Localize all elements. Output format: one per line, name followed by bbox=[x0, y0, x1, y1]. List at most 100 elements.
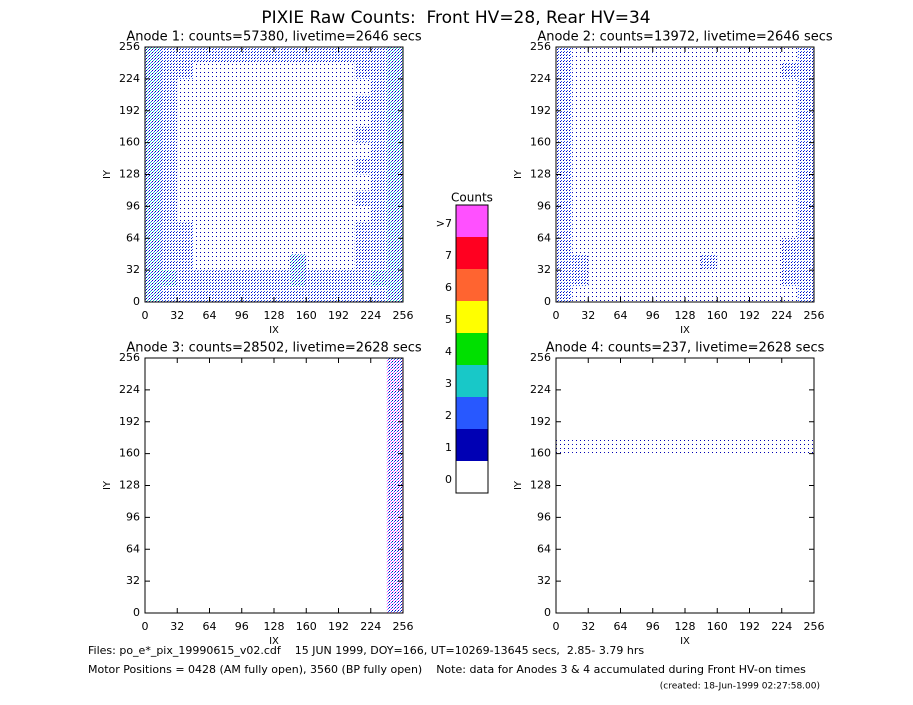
count-cell bbox=[241, 158, 258, 175]
count-cell bbox=[338, 270, 355, 287]
count-cell bbox=[556, 206, 573, 223]
count-cell bbox=[257, 62, 274, 79]
count-cell bbox=[177, 549, 194, 566]
count-cell bbox=[572, 174, 589, 191]
count-cell bbox=[556, 469, 573, 486]
count-cell bbox=[781, 517, 798, 534]
count-cell bbox=[386, 110, 403, 127]
count-cell bbox=[193, 110, 210, 127]
count-cell bbox=[290, 581, 307, 598]
count-cell bbox=[225, 238, 242, 255]
count-cell bbox=[588, 565, 605, 582]
count-cell bbox=[556, 78, 573, 95]
count-cell bbox=[241, 597, 258, 613]
x-axis-label: IX bbox=[269, 325, 279, 336]
count-cell bbox=[193, 565, 210, 582]
count-cell bbox=[701, 206, 718, 223]
count-cell bbox=[209, 62, 226, 79]
count-cell bbox=[636, 142, 653, 159]
count-cell bbox=[274, 453, 291, 470]
count-cell bbox=[797, 469, 814, 486]
count-cell bbox=[225, 158, 242, 175]
count-cell bbox=[588, 581, 605, 598]
count-cell bbox=[209, 94, 226, 111]
count-cell bbox=[354, 389, 371, 406]
count-cell bbox=[370, 373, 387, 390]
count-cell bbox=[322, 62, 339, 79]
count-cell bbox=[797, 533, 814, 550]
count-cell bbox=[306, 238, 323, 255]
count-cell bbox=[177, 94, 194, 111]
count-cell bbox=[241, 469, 258, 486]
count-cell bbox=[652, 501, 669, 518]
count-cell bbox=[733, 94, 750, 111]
count-cell bbox=[145, 597, 162, 613]
count-cell bbox=[636, 206, 653, 223]
count-cell bbox=[797, 94, 814, 111]
count-cell bbox=[652, 270, 669, 287]
count-cell bbox=[572, 517, 589, 534]
count-cell bbox=[274, 581, 291, 598]
count-cell bbox=[797, 190, 814, 207]
count-cell bbox=[588, 421, 605, 438]
count-cell bbox=[257, 358, 274, 374]
count-cell bbox=[370, 238, 387, 255]
y-tick-label: 192 bbox=[119, 104, 140, 117]
count-cell bbox=[322, 581, 339, 598]
count-cell bbox=[733, 597, 750, 613]
count-cell bbox=[145, 581, 162, 598]
count-cell bbox=[717, 358, 734, 374]
count-cell bbox=[241, 238, 258, 255]
count-cell bbox=[604, 78, 621, 95]
count-cell bbox=[322, 126, 339, 143]
count-cell bbox=[668, 389, 685, 406]
count-cell bbox=[797, 597, 814, 613]
count-cell bbox=[209, 501, 226, 518]
count-cell bbox=[338, 94, 355, 111]
count-cell bbox=[636, 517, 653, 534]
count-cell bbox=[749, 517, 766, 534]
x-tick-label: 64 bbox=[614, 620, 628, 633]
count-cell bbox=[338, 485, 355, 502]
count-cell bbox=[733, 254, 750, 271]
count-cell bbox=[765, 158, 782, 175]
y-tick-label: 64 bbox=[126, 542, 140, 555]
count-cell bbox=[701, 238, 718, 255]
count-cell bbox=[257, 517, 274, 534]
count-cell bbox=[306, 47, 323, 63]
count-cell bbox=[588, 358, 605, 374]
count-cell bbox=[209, 222, 226, 239]
count-cell bbox=[668, 62, 685, 79]
count-cell bbox=[636, 174, 653, 191]
count-cell bbox=[193, 238, 210, 255]
count-cell bbox=[717, 254, 734, 271]
count-cell bbox=[386, 222, 403, 239]
count-cell bbox=[290, 206, 307, 223]
count-cell bbox=[370, 517, 387, 534]
x-axis-label: IX bbox=[680, 636, 690, 647]
count-cell bbox=[733, 501, 750, 518]
count-cell bbox=[370, 78, 387, 95]
x-axis-label: IX bbox=[269, 636, 279, 647]
y-tick-label: 192 bbox=[119, 415, 140, 428]
count-cell bbox=[749, 222, 766, 239]
count-cell bbox=[797, 421, 814, 438]
count-cell bbox=[354, 254, 371, 271]
count-cell bbox=[604, 549, 621, 566]
count-cell bbox=[161, 469, 178, 486]
count-cell bbox=[274, 47, 291, 63]
count-cell bbox=[306, 517, 323, 534]
count-cell bbox=[354, 405, 371, 422]
count-cell bbox=[797, 206, 814, 223]
panel-title: Anode 3: counts=28502, livetime=2628 sec… bbox=[126, 341, 422, 356]
count-cell bbox=[685, 110, 702, 127]
count-cell bbox=[620, 437, 637, 454]
count-cell bbox=[386, 286, 403, 302]
count-cell bbox=[193, 389, 210, 406]
count-cell bbox=[386, 94, 403, 111]
count-cell bbox=[241, 405, 258, 422]
count-cell bbox=[668, 126, 685, 143]
count-cell bbox=[338, 206, 355, 223]
x-tick-label: 192 bbox=[739, 309, 760, 322]
count-cell bbox=[556, 501, 573, 518]
